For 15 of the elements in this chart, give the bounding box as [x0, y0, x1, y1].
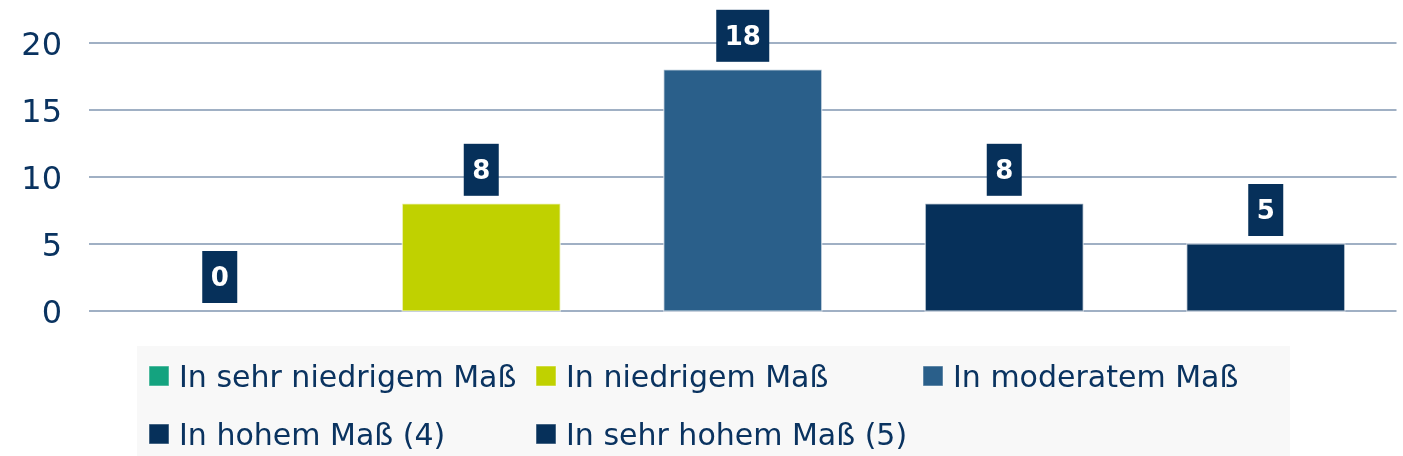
data-label: 8 — [472, 155, 491, 186]
legend-label: In sehr niedrigem Maß — [179, 359, 517, 394]
y-tick-label: 0 — [41, 292, 62, 331]
data-label: 5 — [1256, 195, 1275, 226]
legend-label: In niedrigem Maß — [566, 359, 829, 394]
y-tick-label: 20 — [21, 24, 62, 63]
data-label: 8 — [995, 155, 1014, 186]
y-tick-label: 15 — [21, 91, 62, 130]
y-tick-label: 5 — [41, 225, 62, 264]
legend-label: In moderatem Maß — [953, 359, 1239, 394]
data-label: 0 — [210, 262, 229, 293]
y-tick-label: 10 — [21, 158, 62, 197]
legend-label: In sehr hohem Maß (5) — [566, 417, 908, 452]
legend-label: In hohem Maß (4) — [179, 417, 446, 452]
data-label: 18 — [724, 21, 761, 52]
